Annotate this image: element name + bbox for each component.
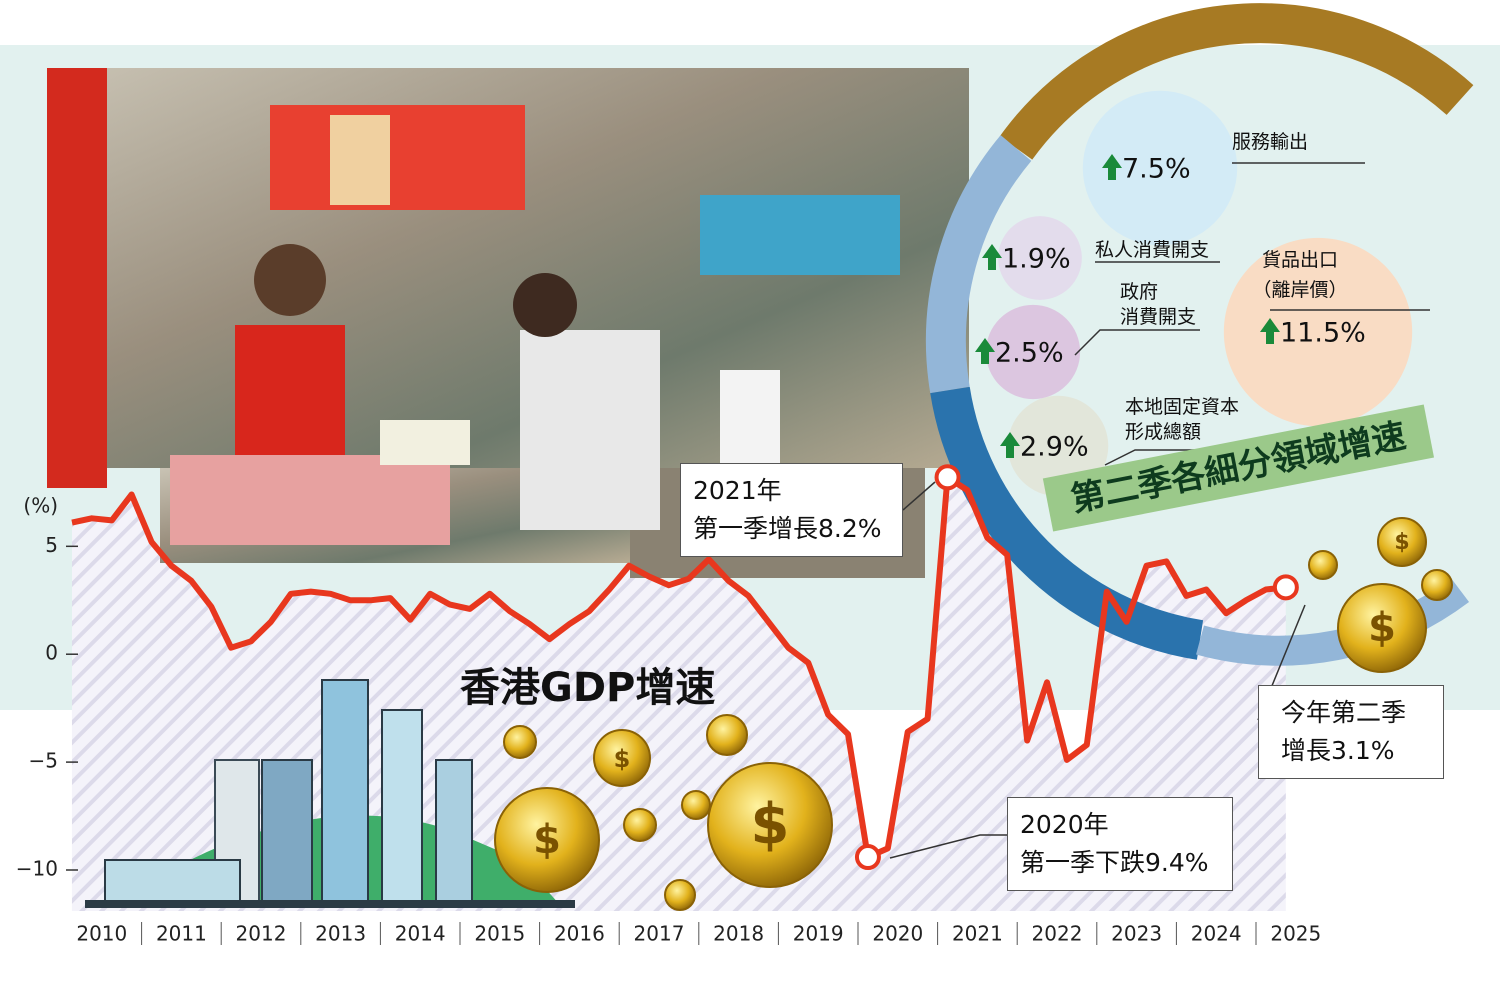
- bubble-value: 2.5%: [995, 338, 1064, 369]
- y-tick-label: −10: [16, 857, 58, 881]
- bubble-label: 貨品出口 （離岸價）: [1252, 249, 1348, 301]
- x-tick-label: 2022: [1032, 922, 1083, 946]
- y-tick-label: −5: [29, 749, 58, 773]
- bubble-value: 1.9%: [1002, 244, 1071, 275]
- svg-text:$: $: [751, 792, 790, 857]
- x-tick-label: 2010: [76, 922, 127, 946]
- ring: [925, 3, 1474, 666]
- x-tick-label: 2025: [1270, 922, 1321, 946]
- bubble-label: 政府 消費開支: [1120, 281, 1197, 328]
- x-tick-label: 2015: [474, 922, 525, 946]
- bubble-value: 2.9%: [1020, 432, 1089, 463]
- x-tick-label: 2018: [713, 922, 764, 946]
- x-tick-label: 2023: [1111, 922, 1162, 946]
- bubble: [985, 304, 1081, 400]
- y-axis-label: (%): [23, 494, 58, 518]
- chart-title: 香港GDP增速: [460, 665, 715, 711]
- x-tick-label: 2017: [634, 922, 685, 946]
- highlight-marker: [934, 464, 961, 491]
- svg-text:$: $: [614, 745, 631, 773]
- x-tick-label: 2016: [554, 922, 605, 946]
- coins: $ $ $ $ $: [494, 517, 1453, 911]
- x-tick-label: 2013: [315, 922, 366, 946]
- x-tick-label: 2011: [156, 922, 207, 946]
- bubble-value: 7.5%: [1122, 154, 1191, 185]
- x-tick-label: 2014: [395, 922, 446, 946]
- x-tick-label: 2020: [872, 922, 923, 946]
- y-tick-label: 0: [45, 641, 58, 665]
- svg-text:$: $: [1394, 530, 1409, 555]
- bubble: [1082, 90, 1238, 246]
- up-arrow: [975, 338, 995, 364]
- line: [71, 474, 1287, 861]
- bubble-label: 服務輸出: [1232, 131, 1309, 153]
- x-tick-label: 2019: [793, 922, 844, 946]
- highlight-marker: [1272, 574, 1299, 601]
- skyline: [85, 679, 575, 908]
- bubble: [1223, 237, 1413, 427]
- bubble-value: 11.5%: [1280, 318, 1366, 349]
- svg-text:$: $: [1368, 605, 1396, 651]
- x-tick-label: 2024: [1191, 922, 1242, 946]
- x-tick-label: 2012: [236, 922, 287, 946]
- annotation: 今年第二季 增長3.1%: [1258, 685, 1444, 779]
- bubble-label: 私人消費開支: [1095, 239, 1210, 261]
- up-arrow: [1260, 318, 1280, 344]
- up-arrow: [1102, 154, 1122, 180]
- highlight-marker: [854, 844, 881, 871]
- line-area: [71, 477, 1286, 911]
- y-tick-label: 5: [45, 533, 58, 557]
- up-arrow: [982, 244, 1002, 270]
- x-tick-label: 2021: [952, 922, 1003, 946]
- annotation: 2020年 第一季下跌9.4%: [1007, 797, 1233, 891]
- bubble-label: 本地固定資本 形成總額: [1125, 396, 1240, 443]
- up-arrow: [1000, 432, 1020, 458]
- svg-text:$: $: [533, 817, 561, 863]
- bubble: [998, 216, 1082, 300]
- annotation: 2021年 第一季增長8.2%: [680, 463, 903, 557]
